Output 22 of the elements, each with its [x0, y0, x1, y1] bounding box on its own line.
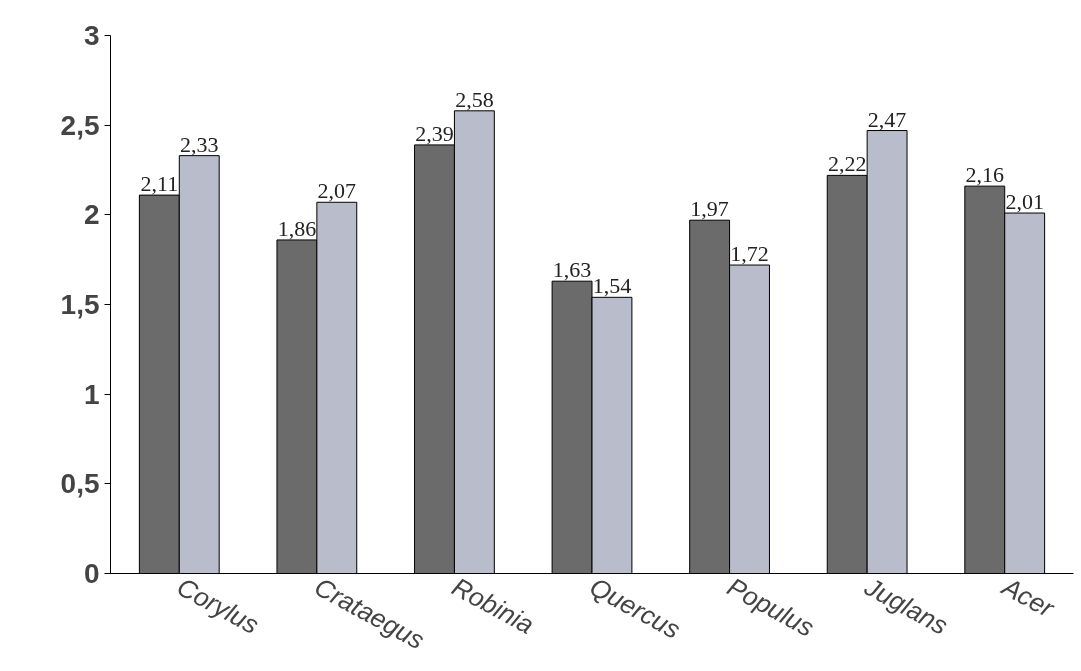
data-label: 1,97	[690, 196, 729, 222]
data-label: 2,01	[1005, 189, 1044, 215]
data-label: 2,07	[317, 178, 357, 204]
data-label: 2,16	[965, 162, 1005, 188]
data-label: 2,47	[867, 106, 907, 132]
data-label: 2,11	[140, 171, 179, 197]
data-label: 2,22	[827, 151, 867, 177]
y-tick-label: 1,5	[60, 289, 100, 320]
y-tick-label: 3	[83, 20, 100, 51]
y-tick-label: 2,5	[60, 109, 100, 141]
data-label: 1,63	[552, 257, 592, 283]
data-label: 1,54	[592, 273, 632, 299]
data-label: 2,58	[455, 86, 494, 112]
y-tick-label: 0,5	[60, 468, 100, 500]
x-tick-label: Acer	[995, 570, 1060, 624]
y-tick-label: 0	[83, 558, 100, 589]
data-label: 1,86	[277, 215, 317, 241]
data-label: 1,72	[730, 241, 769, 267]
data-label: 2,39	[415, 120, 454, 146]
y-tick-label: 2	[83, 199, 100, 231]
data-label: 2,33	[179, 131, 219, 157]
y-tick-label: 1	[83, 378, 100, 410]
